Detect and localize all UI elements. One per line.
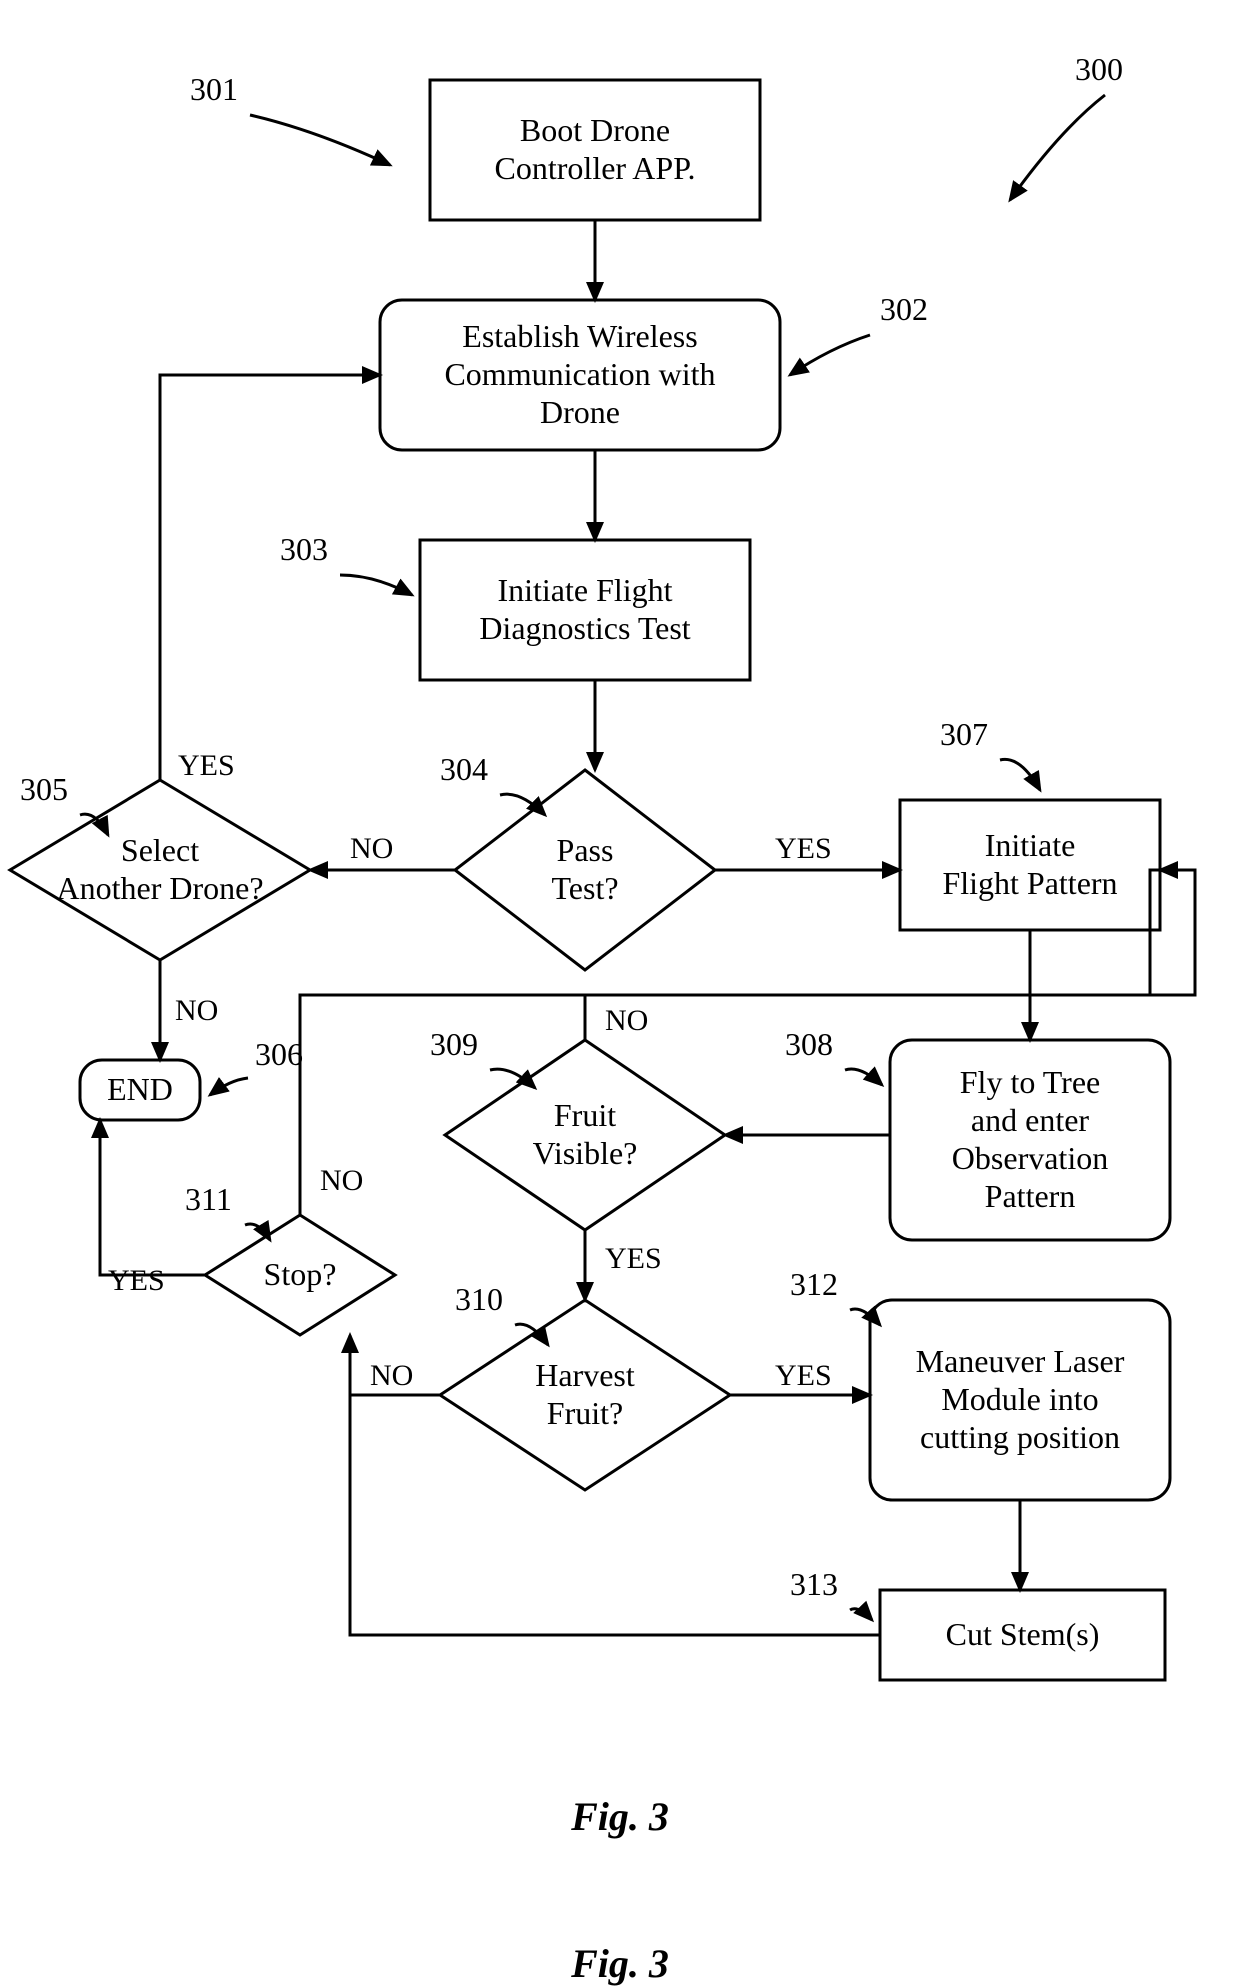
svg-text:NO: NO	[605, 1004, 648, 1037]
svg-text:Another Drone?: Another Drone?	[56, 870, 263, 906]
svg-text:Fruit?: Fruit?	[547, 1395, 623, 1431]
svg-text:Fruit: Fruit	[554, 1097, 616, 1133]
svg-text:Observation: Observation	[952, 1140, 1108, 1176]
node-n308: Fly to Treeand enterObservationPattern	[890, 1040, 1170, 1240]
svg-text:Stop?: Stop?	[264, 1256, 337, 1292]
node-n305: SelectAnother Drone?	[10, 780, 310, 960]
edge-e13: NO	[350, 1335, 440, 1395]
svg-text:305: 305	[20, 771, 68, 807]
svg-text:and enter: and enter	[971, 1102, 1090, 1138]
svg-text:307: 307	[940, 716, 988, 752]
svg-text:Boot Drone: Boot Drone	[520, 112, 670, 148]
node-n301: Boot DroneController APP.	[430, 80, 760, 220]
ref-r303: 303	[280, 531, 412, 595]
svg-text:301: 301	[190, 71, 238, 107]
ref-r307: 307	[940, 716, 1040, 790]
svg-text:303: 303	[280, 531, 328, 567]
node-n304: PassTest?	[455, 770, 715, 970]
svg-text:309: 309	[430, 1026, 478, 1062]
edge-e7: NO	[160, 960, 218, 1060]
svg-text:313: 313	[790, 1566, 838, 1602]
svg-text:YES: YES	[178, 749, 235, 782]
svg-text:Maneuver Laser: Maneuver Laser	[916, 1343, 1125, 1379]
svg-text:Visible?: Visible?	[533, 1135, 638, 1171]
svg-text:NO: NO	[370, 1359, 413, 1392]
svg-text:Cut Stem(s): Cut Stem(s)	[946, 1616, 1100, 1652]
svg-text:NO: NO	[175, 994, 218, 1027]
svg-text:312: 312	[790, 1266, 838, 1302]
ref-r304: 304	[440, 751, 545, 815]
svg-text:Establish Wireless: Establish Wireless	[462, 318, 697, 354]
svg-text:YES: YES	[108, 1264, 165, 1297]
ref-r311: 311	[185, 1181, 270, 1240]
ref-r308: 308	[785, 1026, 882, 1085]
edge-e4: NO	[310, 832, 455, 870]
ref-r313: 313	[790, 1566, 872, 1620]
svg-text:Controller APP.: Controller APP.	[495, 150, 696, 186]
ref-r312: 312	[790, 1266, 880, 1325]
svg-text:NO: NO	[350, 832, 393, 865]
svg-text:Initiate Flight: Initiate Flight	[497, 572, 672, 608]
ref-r309: 309	[430, 1026, 535, 1088]
svg-text:Fly to Tree: Fly to Tree	[960, 1064, 1100, 1100]
flowchart-svg: Boot DroneController APP. Establish Wirel…	[0, 0, 1240, 1935]
node-n313: Cut Stem(s)	[880, 1590, 1165, 1680]
ref-r302: 302	[790, 291, 928, 375]
node-n312: Maneuver LaserModule intocutting positio…	[870, 1300, 1170, 1500]
node-n306: END	[80, 1060, 200, 1120]
ref-r306: 306	[210, 1036, 303, 1095]
ref-r300: 300	[1010, 51, 1123, 200]
svg-text:Pass: Pass	[557, 832, 614, 868]
svg-text:cutting position: cutting position	[920, 1419, 1120, 1455]
svg-text:308: 308	[785, 1026, 833, 1062]
svg-text:Drone: Drone	[540, 394, 620, 430]
svg-text:306: 306	[255, 1036, 303, 1072]
svg-text:Initiate: Initiate	[985, 827, 1076, 863]
svg-text:YES: YES	[605, 1242, 662, 1275]
edge-e11: YES	[585, 1230, 662, 1300]
node-n311: Stop?	[205, 1215, 395, 1335]
svg-text:Select: Select	[121, 832, 199, 868]
svg-text:Module into: Module into	[941, 1381, 1098, 1417]
edge-e5: YES	[715, 832, 900, 870]
svg-text:Pattern: Pattern	[985, 1178, 1076, 1214]
svg-text:300: 300	[1075, 51, 1123, 87]
svg-text:YES: YES	[775, 1359, 832, 1392]
svg-text:Flight Pattern: Flight Pattern	[942, 865, 1117, 901]
figure-caption: Fig. 3	[571, 1941, 669, 1986]
edge-e6: YES	[160, 375, 380, 782]
ref-r301: 301	[190, 71, 390, 165]
flowchart-container: Boot DroneController APP. Establish Wirel…	[0, 0, 1240, 1940]
svg-text:Communication with: Communication with	[444, 356, 715, 392]
svg-text:Diagnostics Test: Diagnostics Test	[479, 610, 690, 646]
svg-text:304: 304	[440, 751, 488, 787]
svg-text:302: 302	[880, 291, 928, 327]
node-n310: HarvestFruit?	[440, 1300, 730, 1490]
svg-text:NO: NO	[320, 1164, 363, 1197]
node-n309: FruitVisible?	[445, 1040, 725, 1230]
svg-text:Harvest: Harvest	[535, 1357, 635, 1393]
svg-text:311: 311	[185, 1181, 232, 1217]
node-n307: InitiateFlight Pattern	[900, 800, 1160, 930]
svg-text:YES: YES	[775, 832, 832, 865]
svg-text:310: 310	[455, 1281, 503, 1317]
figure-caption-svg: Fig. 3	[570, 1794, 669, 1839]
node-n303: Initiate FlightDiagnostics Test	[420, 540, 750, 680]
svg-text:END: END	[107, 1071, 173, 1107]
edge-e12: YES	[730, 1359, 870, 1395]
svg-text:Test?: Test?	[551, 870, 618, 906]
node-n302: Establish WirelessCommunication withDron…	[380, 300, 780, 450]
